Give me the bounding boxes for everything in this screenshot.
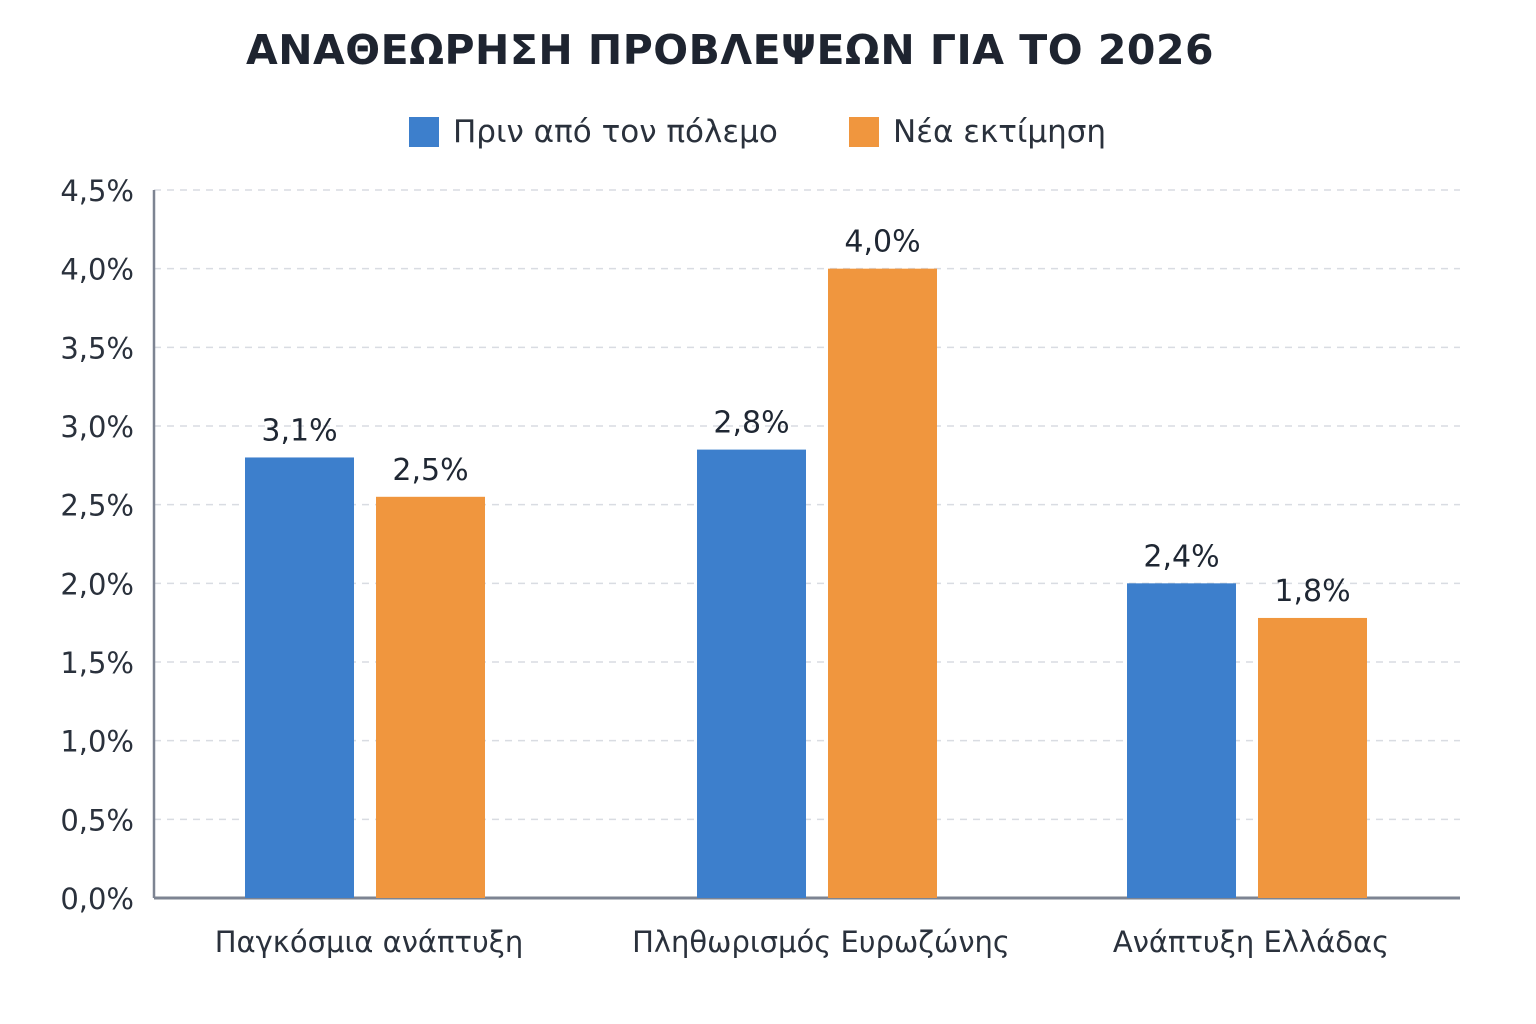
data-label: 2,8% bbox=[713, 406, 789, 441]
bar-before-war bbox=[697, 449, 806, 898]
legend-item-new-estimate: Νέα εκτίμηση bbox=[849, 112, 1106, 152]
y-tick-label: 1,5% bbox=[60, 646, 134, 680]
chart-title: ΑΝΑΘΕΩΡΗΣΗ ΠΡΟΒΛΕΨΕΩΝ ΓΙΑ ΤΟ 2026 bbox=[245, 26, 1215, 74]
y-tick-label: 2,0% bbox=[60, 567, 134, 601]
data-label: 1,8% bbox=[1274, 574, 1350, 609]
y-tick-label: 4,5% bbox=[60, 174, 134, 208]
bar-before-war bbox=[1127, 583, 1236, 898]
x-category-label: Ανάπτυξη Ελλάδας bbox=[1113, 925, 1389, 959]
bar-new-estimate bbox=[376, 496, 485, 898]
y-tick-label: 3,5% bbox=[60, 331, 134, 365]
bar-before-war bbox=[245, 457, 354, 898]
legend-swatch-before-war bbox=[409, 117, 439, 147]
legend-label-before-war: Πριν από τον πόλεμο bbox=[453, 114, 778, 150]
data-label: 4,0% bbox=[844, 225, 920, 260]
legend: Πριν από τον πόλεμο Νέα εκτίμηση bbox=[0, 112, 1536, 152]
y-tick-label: 3,0% bbox=[60, 410, 134, 444]
y-tick-label: 0,5% bbox=[60, 803, 134, 837]
legend-item-before-war: Πριν από τον πόλεμο bbox=[409, 112, 778, 152]
data-label: 3,1% bbox=[261, 413, 337, 448]
y-tick-label: 4,0% bbox=[60, 253, 134, 287]
data-label: 2,4% bbox=[1143, 539, 1219, 574]
legend-swatch-new-estimate bbox=[849, 117, 879, 147]
data-label: 2,5% bbox=[392, 453, 468, 488]
y-tick-label: 0,0% bbox=[60, 882, 134, 916]
x-category-label: Παγκόσμια ανάπτυξη bbox=[215, 925, 524, 959]
bar-new-estimate bbox=[1258, 617, 1367, 898]
y-tick-label: 1,0% bbox=[60, 725, 134, 759]
x-category-label: Πληθωρισμός Ευρωζώνης bbox=[632, 925, 1010, 959]
bar-new-estimate bbox=[828, 268, 937, 899]
legend-label-new-estimate: Νέα εκτίμηση bbox=[893, 114, 1107, 150]
y-tick-label: 2,5% bbox=[60, 489, 134, 523]
